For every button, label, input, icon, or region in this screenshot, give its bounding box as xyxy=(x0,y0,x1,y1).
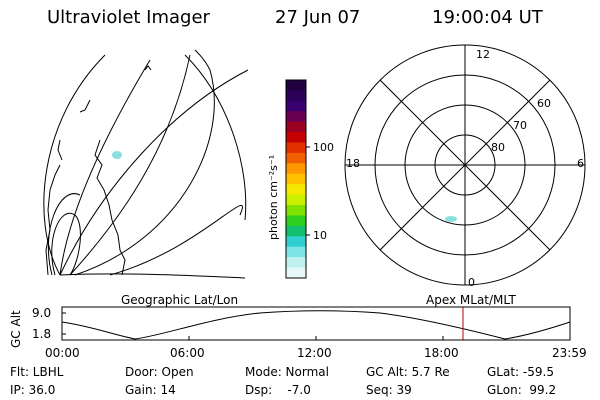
lat-label-60: 60 xyxy=(537,97,551,110)
altitude-min-label: 1.8 xyxy=(32,327,52,341)
colorbar-band xyxy=(286,121,306,133)
time-label: 18:00 xyxy=(424,346,459,360)
status-dsp: Dsp: -7.0 xyxy=(245,383,311,397)
colorbar-tick-label: 10 xyxy=(313,229,327,242)
status-ip: IP: 36.0 xyxy=(10,383,56,397)
color-scale-bar xyxy=(286,80,306,279)
longitude-arc xyxy=(43,54,106,276)
colorbar-band xyxy=(286,173,306,185)
colorbar-band xyxy=(286,163,306,175)
left-panel-caption: Geographic Lat/Lon xyxy=(121,293,239,307)
mlt-label-bottom: 0 xyxy=(468,276,475,289)
colorbar-band xyxy=(286,267,306,279)
colorbar-frame xyxy=(285,79,307,279)
auroral-emission xyxy=(445,216,457,222)
status-door: Door: Open xyxy=(125,365,194,379)
right-panel-caption: Apex MLat/MLT xyxy=(426,293,516,307)
colorbar-band xyxy=(286,152,306,164)
longitude-arc xyxy=(184,54,247,221)
mlt-label-top: 12 xyxy=(476,48,490,61)
status-flt: Flt: LBHL xyxy=(10,365,64,379)
altitude-plot-frame xyxy=(61,306,571,341)
status-glon: GLon: 99.2 xyxy=(487,383,557,397)
colorbar-band xyxy=(286,90,306,102)
instrument-title: Ultraviolet Imager xyxy=(47,7,210,28)
colorbar-band xyxy=(286,194,306,206)
time-label: 00:00 xyxy=(45,346,80,360)
status-mode: Mode: Normal xyxy=(245,365,329,379)
altitude-plot xyxy=(61,306,571,341)
longitude-arc xyxy=(109,204,243,276)
top-mark xyxy=(144,65,152,71)
colorbar-band xyxy=(286,236,306,248)
mlt-label-left: 18 xyxy=(346,157,360,170)
colorbar-band xyxy=(286,184,306,196)
time-label: 06:00 xyxy=(170,346,205,360)
time-label: 23:59 xyxy=(552,346,587,360)
date-label: 27 Jun 07 xyxy=(275,7,361,28)
colorbar-unit-label: photon cm⁻²s⁻¹ xyxy=(267,154,280,240)
colorbar-band xyxy=(286,257,306,269)
status-glat: GLat: -59.5 xyxy=(487,365,554,379)
colorbar-band xyxy=(286,100,306,112)
mlt-diagonal xyxy=(379,79,551,251)
time-label: 19:00:04 UT xyxy=(432,7,543,28)
time-label: 12:00 xyxy=(297,346,332,360)
colorbar-band xyxy=(286,205,306,216)
polar-dial xyxy=(344,44,586,286)
status-gc-alt: GC Alt: 5.7 Re xyxy=(366,365,450,379)
mlt-label-right: 6 xyxy=(577,157,584,170)
small-circle xyxy=(51,212,81,276)
latitude-line xyxy=(59,273,246,279)
auroral-emission xyxy=(112,151,122,159)
colorbar-band xyxy=(286,246,306,258)
colorbar-band xyxy=(286,80,306,91)
colorbar-tick-label: 100 xyxy=(313,141,334,154)
altitude-curve xyxy=(61,310,571,340)
colorbar-band xyxy=(286,111,306,123)
altitude-axis-label: GC Alt xyxy=(9,310,23,348)
altitude-max-label: 9.0 xyxy=(32,306,52,320)
status-seq: Seq: 39 xyxy=(366,383,412,397)
longitude-arc xyxy=(69,54,191,276)
colorbar-band xyxy=(286,225,306,237)
colorbar-band xyxy=(286,142,306,154)
small-circle xyxy=(47,193,81,276)
coastline xyxy=(45,99,126,276)
status-gain: Gain: 14 xyxy=(125,383,176,397)
lat-label-70: 70 xyxy=(513,119,527,132)
colorbar-band xyxy=(286,132,306,144)
latitude-line xyxy=(59,69,249,276)
longitude-arc xyxy=(74,49,215,276)
lat-label-80: 80 xyxy=(491,141,505,154)
geographic-map xyxy=(43,49,249,279)
colorbar-band xyxy=(286,215,306,227)
